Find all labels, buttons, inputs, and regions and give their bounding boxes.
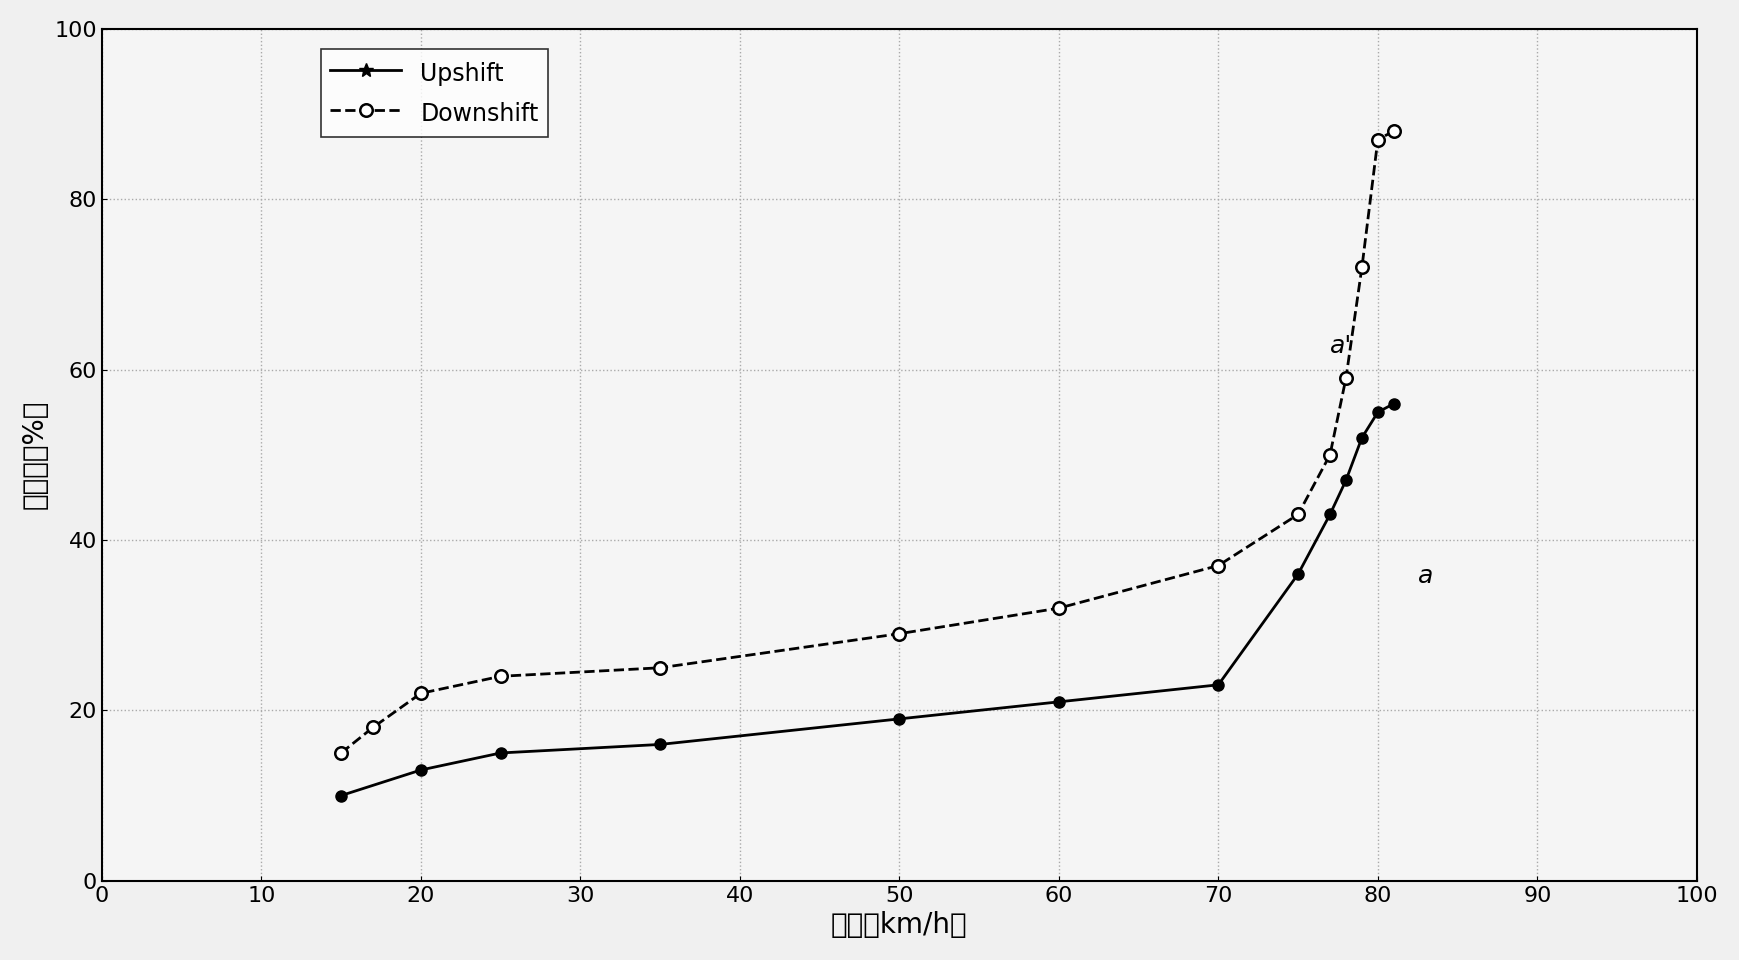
- Legend: Upshift, Downshift: Upshift, Downshift: [322, 49, 548, 137]
- Y-axis label: 开度値（%）: 开度値（%）: [21, 400, 49, 510]
- Text: a: a: [1417, 564, 1433, 588]
- X-axis label: 车速（km/h）: 车速（km/h）: [831, 911, 967, 939]
- Text: a': a': [1330, 333, 1353, 357]
